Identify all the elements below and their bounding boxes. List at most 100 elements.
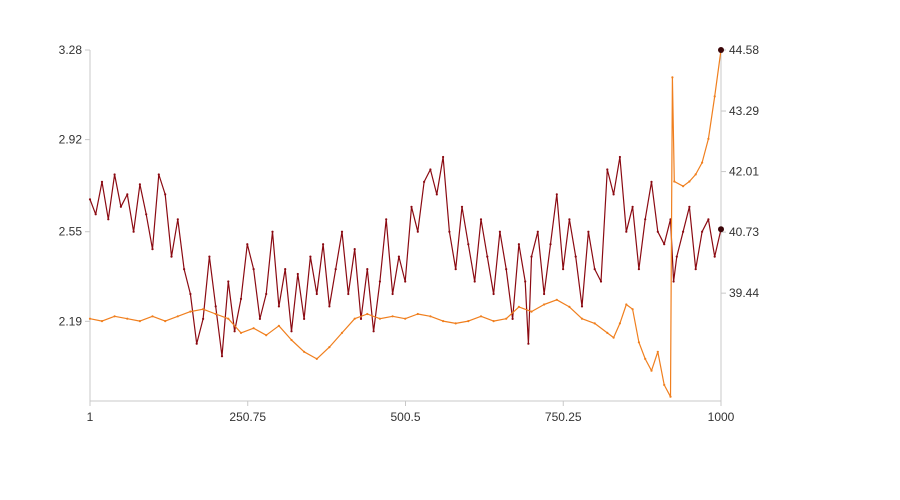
series-left-point bbox=[353, 248, 356, 251]
series-left-point bbox=[277, 305, 280, 308]
series-left-point bbox=[568, 218, 571, 221]
x-tick-label: 1000 bbox=[708, 410, 735, 424]
series-right-point bbox=[252, 327, 255, 330]
series-right-point bbox=[265, 334, 268, 337]
series-left-point bbox=[587, 230, 590, 233]
series-left-point bbox=[517, 243, 521, 246]
series-right-point bbox=[429, 315, 432, 318]
series-left-point bbox=[549, 243, 552, 246]
series-right-point bbox=[340, 331, 344, 334]
series-right-point bbox=[631, 308, 634, 311]
series-right-point bbox=[644, 357, 647, 360]
series-left-point bbox=[347, 292, 350, 296]
series-right-point bbox=[606, 331, 609, 334]
series-layer bbox=[88, 47, 724, 398]
series-left-point bbox=[334, 268, 337, 271]
series-left-point bbox=[713, 255, 716, 258]
series-left-point bbox=[682, 230, 685, 233]
series-left-point bbox=[340, 230, 344, 233]
series-left-point bbox=[252, 268, 255, 271]
series-right-point bbox=[88, 317, 92, 320]
series-left-point bbox=[183, 268, 186, 271]
series-left-point bbox=[486, 255, 489, 258]
series-left-point bbox=[612, 193, 615, 196]
series-left-point bbox=[663, 243, 666, 246]
series-right-point bbox=[701, 161, 704, 164]
series-left-point bbox=[637, 268, 641, 271]
series-left-point bbox=[227, 280, 230, 283]
series-left-point bbox=[562, 268, 565, 271]
series-left-point bbox=[322, 243, 325, 246]
series-left-point bbox=[442, 155, 445, 159]
series-left-point bbox=[284, 268, 287, 271]
series-right-point bbox=[138, 320, 141, 323]
y-right-tick-label: 43.29 bbox=[729, 104, 759, 118]
series-left-point bbox=[309, 255, 312, 258]
series-left-point bbox=[208, 255, 211, 258]
series-left-point bbox=[498, 230, 501, 233]
series-left-point bbox=[416, 230, 419, 233]
series-right-point bbox=[454, 322, 457, 325]
series-left-point bbox=[397, 255, 400, 258]
series-right-point bbox=[707, 137, 710, 140]
series-left-point bbox=[644, 218, 647, 221]
series-left-point bbox=[164, 193, 167, 196]
series-right-point bbox=[227, 317, 230, 320]
series-left-point bbox=[94, 213, 97, 216]
series-left-point bbox=[214, 305, 217, 308]
series-right-point bbox=[202, 308, 205, 311]
series-right-point bbox=[315, 357, 318, 360]
series-left-point bbox=[688, 205, 691, 208]
series-left-point bbox=[593, 268, 596, 271]
series-left-point bbox=[258, 317, 261, 320]
series-right-point bbox=[656, 350, 659, 353]
series-right-point bbox=[568, 305, 571, 308]
series-left-point bbox=[157, 173, 160, 176]
series-left-point bbox=[672, 280, 675, 283]
y-right-tick-label: 44.58 bbox=[729, 43, 759, 57]
series-right-point bbox=[650, 369, 653, 372]
series-left-point bbox=[701, 230, 704, 233]
tick-labels: 1 250.75 500.5 750.25 1000 2.19 2.55 2.92 3.28 39… bbox=[59, 43, 760, 424]
x-tick-label: 500.5 bbox=[390, 410, 420, 424]
series-right-point bbox=[366, 312, 369, 316]
series-left-point bbox=[107, 218, 110, 221]
series-left-point bbox=[574, 255, 577, 258]
series-left-line bbox=[89, 156, 722, 357]
series-right-point bbox=[353, 317, 356, 320]
series-left-point bbox=[536, 230, 539, 233]
series-right-point bbox=[682, 185, 685, 188]
series-left-point bbox=[315, 292, 318, 296]
y-left-tick-label: 3.28 bbox=[59, 43, 83, 57]
series-right-point bbox=[378, 317, 381, 320]
x-tick-label: 750.25 bbox=[545, 410, 582, 424]
series-right-point bbox=[593, 322, 596, 325]
series-left-point bbox=[176, 218, 179, 221]
series-right-point bbox=[164, 320, 167, 323]
series-left-point bbox=[170, 255, 173, 258]
series-left-point bbox=[492, 292, 495, 296]
series-left-point bbox=[631, 205, 634, 208]
series-left-point bbox=[100, 180, 104, 183]
series-right-point bbox=[530, 310, 533, 313]
series-left-point bbox=[707, 218, 710, 221]
series-right-point bbox=[467, 320, 470, 323]
series-left-point bbox=[296, 272, 299, 276]
series-left-point bbox=[271, 230, 274, 233]
series-left-point bbox=[391, 292, 394, 296]
series-left-point bbox=[88, 198, 92, 201]
series-left-point bbox=[467, 243, 470, 246]
series-right-point bbox=[517, 305, 521, 308]
series-left-point bbox=[606, 168, 609, 171]
series-right-point bbox=[404, 317, 407, 320]
x-tick-label: 1 bbox=[87, 410, 94, 424]
series-left-point bbox=[151, 248, 154, 251]
y-right-tick-label: 40.73 bbox=[729, 225, 759, 239]
series-left-point bbox=[404, 280, 407, 283]
series-left-point bbox=[511, 317, 514, 320]
series-left-point bbox=[145, 213, 148, 216]
series-left-point bbox=[126, 193, 129, 196]
series-right-end-point bbox=[718, 47, 724, 53]
series-right-point bbox=[492, 320, 495, 323]
series-left-point bbox=[694, 268, 697, 271]
